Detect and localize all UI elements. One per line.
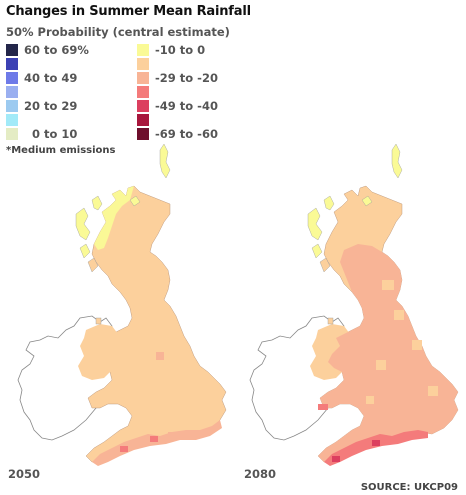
orange-cell [428, 386, 438, 396]
legend-label: -49 to -40 [155, 99, 218, 113]
pink-cell [168, 432, 174, 438]
legend-swatch [6, 128, 18, 140]
legend-label: 60 to 69% [24, 43, 89, 57]
legend-label: 0 to 10 [32, 127, 78, 141]
legend-item: 40 to 49 [6, 71, 77, 85]
orange-cell [376, 360, 386, 370]
legend-swatch [137, 86, 149, 98]
legend-label: -69 to -60 [155, 127, 218, 141]
legend-label: 20 to 29 [24, 99, 78, 113]
year-label-2080: 2080 [244, 467, 277, 481]
pink-zone [318, 244, 458, 462]
legend-swatch [137, 58, 149, 70]
dark-red-cell [372, 440, 380, 446]
legend-swatch [137, 44, 149, 56]
legend-swatch [137, 128, 149, 140]
yellow-zone [94, 186, 134, 250]
red-cell [318, 404, 328, 410]
legend-swatch [6, 58, 18, 70]
legend-item: -29 to -20 [137, 71, 218, 85]
legend-item: -10 to 0 [137, 43, 205, 57]
legend-item [6, 57, 18, 71]
legend-item: -49 to -40 [137, 99, 218, 113]
legend-item: 60 to 69% [6, 43, 89, 57]
legend-item: 0 to 10 [6, 127, 77, 141]
legend-label: 40 to 49 [24, 71, 78, 85]
chart-subtitle: 50% Probability (central estimate) [6, 25, 230, 39]
legend-swatch [6, 100, 18, 112]
dark-red-cell [332, 456, 340, 462]
red-cell [120, 446, 128, 452]
legend-item: -69 to -60 [137, 127, 218, 141]
legend-item [6, 85, 18, 99]
map-2050 [17, 143, 227, 466]
legend-item [137, 85, 149, 99]
pink-zone [92, 420, 222, 466]
legend-label: -10 to 0 [155, 43, 206, 57]
legend-swatch [137, 114, 149, 126]
chart-title: Changes in Summer Mean Rainfall [6, 4, 251, 19]
legend-swatch [6, 86, 18, 98]
legend-swatch [137, 72, 149, 84]
legend-swatch [6, 114, 18, 126]
legend-swatch [6, 72, 18, 84]
orange-cell [382, 280, 394, 290]
legend-item: 20 to 29 [6, 99, 77, 113]
red-zone [324, 430, 428, 466]
map-2080 [249, 143, 459, 466]
orange-cell [394, 310, 404, 320]
red-cell [150, 436, 158, 442]
orange-cell [366, 396, 374, 404]
legend-item [137, 113, 149, 127]
orange-cell [412, 340, 422, 350]
legend-label: -29 to -20 [155, 71, 218, 85]
emissions-note: *Medium emissions [6, 145, 116, 156]
legend-item [6, 113, 18, 127]
great-britain-2050 [75, 143, 227, 463]
legend-item [137, 57, 149, 71]
year-label-2050: 2050 [8, 467, 41, 481]
legend-swatch [137, 100, 149, 112]
source-credit: SOURCE: UKCP09 [360, 482, 458, 493]
pink-cell [156, 352, 164, 360]
legend-swatch [6, 44, 18, 56]
